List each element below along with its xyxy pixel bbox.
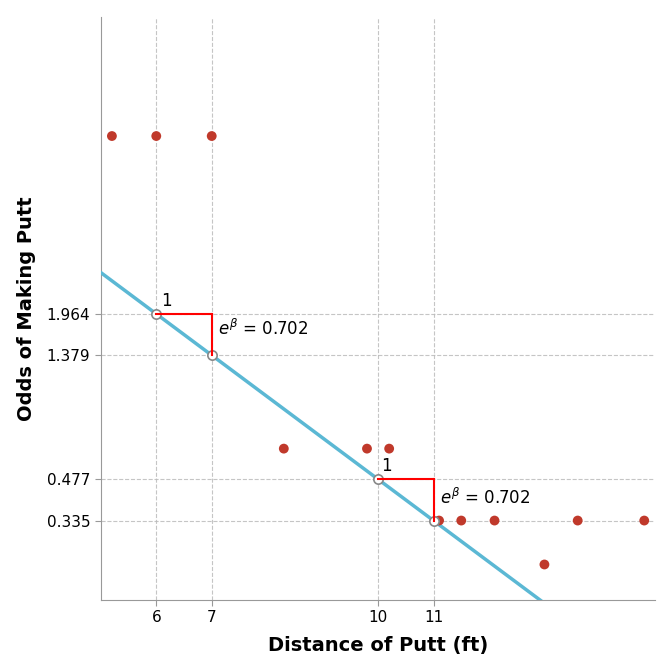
Y-axis label: Odds of Making Putt: Odds of Making Putt xyxy=(17,196,36,421)
Point xyxy=(428,515,439,526)
Point xyxy=(362,444,372,454)
Point xyxy=(433,515,444,526)
Point xyxy=(151,308,162,319)
Point xyxy=(384,444,394,454)
Point xyxy=(639,515,650,526)
Text: $e^{\beta}$ = 0.702: $e^{\beta}$ = 0.702 xyxy=(218,319,308,339)
Point xyxy=(573,515,583,526)
Point xyxy=(373,474,384,485)
Text: $e^{\beta}$ = 0.702: $e^{\beta}$ = 0.702 xyxy=(440,487,530,508)
Point xyxy=(489,515,500,526)
Point xyxy=(151,130,162,141)
Point xyxy=(278,444,289,454)
Text: 1: 1 xyxy=(382,457,392,474)
Point xyxy=(206,130,217,141)
Point xyxy=(107,130,118,141)
Point xyxy=(206,350,217,361)
Point xyxy=(539,559,550,570)
X-axis label: Distance of Putt (ft): Distance of Putt (ft) xyxy=(268,636,488,655)
Text: 1: 1 xyxy=(161,292,171,310)
Point xyxy=(456,515,466,526)
